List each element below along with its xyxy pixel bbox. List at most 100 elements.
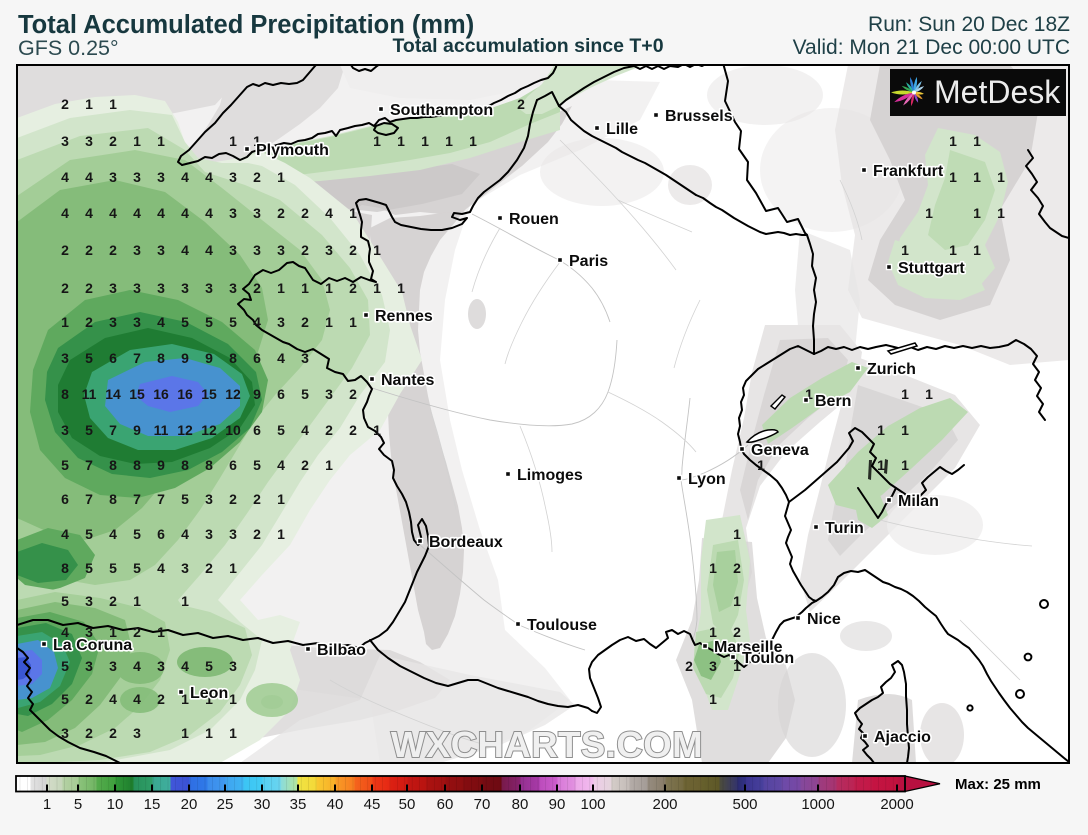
svg-text:6: 6 [109,350,117,366]
svg-text:4: 4 [85,205,93,221]
svg-text:16: 16 [153,386,169,402]
svg-text:5: 5 [181,314,189,330]
svg-text:8: 8 [229,350,237,366]
svg-text:10: 10 [225,422,241,438]
svg-text:1: 1 [373,242,381,258]
svg-text:4: 4 [181,658,189,674]
svg-text:1: 1 [709,691,717,707]
svg-text:3: 3 [157,658,165,674]
svg-text:1: 1 [373,280,381,296]
svg-text:3: 3 [277,242,285,258]
svg-text:1: 1 [925,386,933,402]
svg-text:4: 4 [133,205,141,221]
svg-text:200: 200 [652,796,677,813]
svg-text:1: 1 [133,133,141,149]
svg-text:2: 2 [109,242,117,258]
svg-text:2: 2 [85,314,93,330]
svg-text:Nice: Nice [807,611,841,628]
svg-text:20: 20 [181,796,198,813]
svg-text:1: 1 [43,796,51,813]
svg-text:4: 4 [157,314,165,330]
svg-text:3: 3 [205,526,213,542]
svg-text:3: 3 [109,314,117,330]
svg-text:4: 4 [325,205,333,221]
svg-text:1: 1 [901,386,909,402]
svg-text:9: 9 [157,457,165,473]
svg-text:Rouen: Rouen [509,211,559,228]
svg-text:2: 2 [157,691,165,707]
svg-text:4: 4 [181,242,189,258]
svg-text:4: 4 [109,205,117,221]
svg-text:3: 3 [181,560,189,576]
svg-text:4: 4 [133,658,141,674]
svg-text:2: 2 [253,280,261,296]
svg-text:8: 8 [109,491,117,507]
svg-text:25: 25 [217,796,234,813]
svg-text:1: 1 [757,457,765,473]
svg-text:Ajaccio: Ajaccio [874,729,931,746]
svg-text:5: 5 [253,457,261,473]
svg-text:1: 1 [733,658,741,674]
svg-text:1: 1 [205,725,213,741]
svg-text:60: 60 [437,796,454,813]
svg-text:1: 1 [157,133,165,149]
svg-text:5: 5 [181,491,189,507]
svg-text:1: 1 [133,593,141,609]
svg-text:40: 40 [327,796,344,813]
svg-text:1: 1 [349,314,357,330]
svg-text:6: 6 [277,386,285,402]
svg-text:3: 3 [253,205,261,221]
svg-text:9: 9 [253,386,261,402]
svg-text:1000: 1000 [801,796,834,813]
svg-text:1: 1 [877,422,885,438]
svg-text:15: 15 [129,386,145,402]
svg-text:4: 4 [205,169,213,185]
svg-text:5: 5 [61,658,69,674]
svg-text:3: 3 [157,169,165,185]
svg-text:Stuttgart: Stuttgart [898,260,965,277]
svg-text:1: 1 [229,725,237,741]
svg-text:5: 5 [61,457,69,473]
svg-text:3: 3 [133,280,141,296]
svg-text:2: 2 [61,242,69,258]
svg-text:15: 15 [144,796,161,813]
svg-text:2: 2 [349,280,357,296]
svg-text:3: 3 [325,386,333,402]
svg-text:Milan: Milan [898,493,939,510]
svg-text:1: 1 [181,725,189,741]
svg-text:1: 1 [181,593,189,609]
svg-text:1: 1 [709,560,717,576]
svg-text:5: 5 [85,526,93,542]
svg-text:50: 50 [399,796,416,813]
svg-text:Paris: Paris [569,253,608,270]
svg-text:5: 5 [301,386,309,402]
svg-text:3: 3 [133,314,141,330]
svg-text:4: 4 [61,205,69,221]
svg-text:1: 1 [229,691,237,707]
svg-text:4: 4 [181,169,189,185]
svg-text:2: 2 [349,422,357,438]
svg-text:MetDesk: MetDesk [934,74,1061,110]
svg-text:5: 5 [205,314,213,330]
svg-text:35: 35 [290,796,307,813]
svg-text:1: 1 [277,491,285,507]
svg-text:1: 1 [469,133,477,149]
svg-text:2: 2 [301,205,309,221]
svg-text:8: 8 [205,457,213,473]
svg-text:45: 45 [364,796,381,813]
svg-text:8: 8 [109,457,117,473]
svg-text:6: 6 [253,422,261,438]
svg-text:1: 1 [277,526,285,542]
svg-text:5: 5 [74,796,82,813]
svg-text:1: 1 [997,205,1005,221]
svg-text:12: 12 [177,422,193,438]
svg-text:3: 3 [61,422,69,438]
svg-text:3: 3 [109,280,117,296]
svg-text:1: 1 [109,624,117,640]
svg-text:6: 6 [229,457,237,473]
svg-text:4: 4 [157,205,165,221]
svg-text:1: 1 [997,169,1005,185]
svg-text:1: 1 [277,280,285,296]
svg-text:16: 16 [177,386,193,402]
svg-text:4: 4 [61,526,69,542]
